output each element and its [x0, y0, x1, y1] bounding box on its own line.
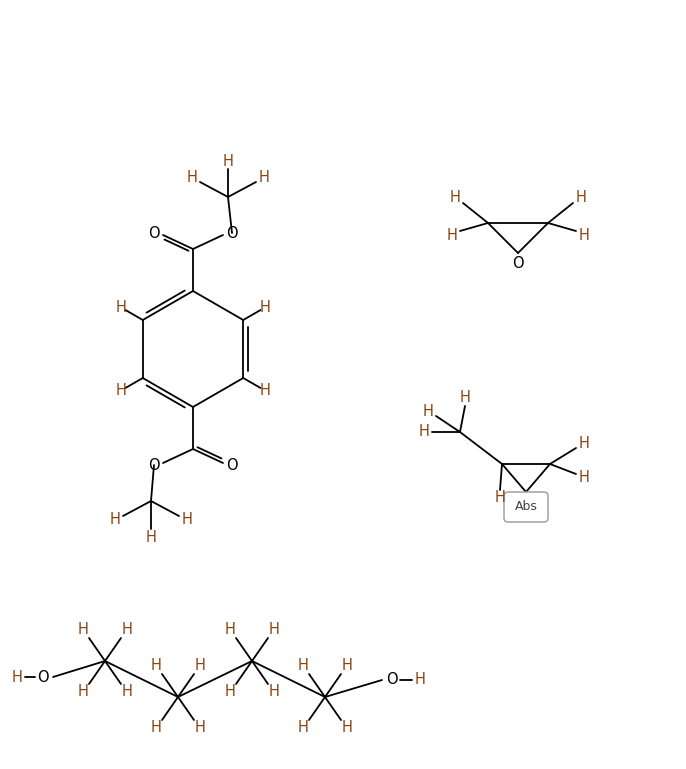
- Text: O: O: [148, 225, 160, 241]
- Text: H: H: [12, 670, 23, 684]
- Text: H: H: [578, 471, 589, 485]
- Text: H: H: [259, 383, 270, 398]
- Text: H: H: [150, 721, 161, 735]
- Text: H: H: [449, 191, 460, 205]
- Text: H: H: [342, 658, 353, 674]
- Text: H: H: [447, 228, 458, 242]
- Text: H: H: [224, 622, 235, 638]
- FancyBboxPatch shape: [504, 492, 548, 522]
- Text: H: H: [578, 228, 589, 242]
- Text: H: H: [298, 658, 309, 674]
- Text: H: H: [121, 622, 132, 638]
- Text: O: O: [148, 458, 160, 472]
- Text: H: H: [268, 684, 279, 700]
- Text: H: H: [121, 684, 132, 700]
- Text: H: H: [116, 300, 126, 315]
- Text: O: O: [37, 670, 49, 684]
- Text: H: H: [414, 673, 425, 687]
- Text: H: H: [418, 424, 429, 440]
- Text: H: H: [224, 684, 235, 700]
- Text: H: H: [182, 512, 193, 528]
- Text: O: O: [386, 673, 398, 687]
- Text: H: H: [298, 721, 309, 735]
- Text: H: H: [495, 491, 506, 505]
- Text: H: H: [195, 721, 205, 735]
- Text: H: H: [259, 171, 270, 185]
- Text: H: H: [460, 391, 471, 405]
- Text: H: H: [268, 622, 279, 638]
- Text: H: H: [342, 721, 353, 735]
- Text: H: H: [110, 512, 121, 528]
- Text: O: O: [512, 257, 524, 271]
- Text: H: H: [222, 154, 233, 168]
- Text: H: H: [423, 404, 434, 420]
- Text: H: H: [78, 684, 88, 700]
- Text: Abs: Abs: [514, 501, 537, 514]
- Text: O: O: [226, 458, 238, 472]
- Text: H: H: [578, 437, 589, 451]
- Text: H: H: [259, 300, 270, 315]
- Text: H: H: [150, 658, 161, 674]
- Text: H: H: [78, 622, 88, 638]
- Text: H: H: [187, 171, 198, 185]
- Text: H: H: [145, 530, 156, 544]
- Text: H: H: [116, 383, 126, 398]
- Text: H: H: [195, 658, 205, 674]
- Text: H: H: [576, 191, 587, 205]
- Text: O: O: [226, 225, 238, 241]
